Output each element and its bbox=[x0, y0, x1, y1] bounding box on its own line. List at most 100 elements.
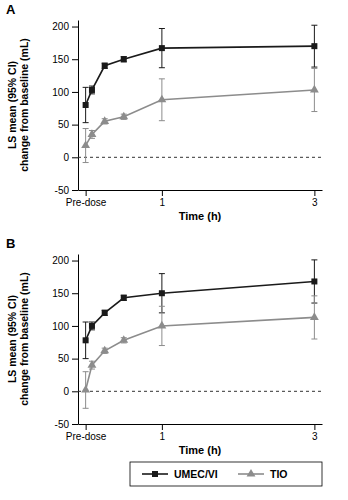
tick-mark bbox=[72, 59, 78, 60]
tick: 200 bbox=[52, 255, 78, 266]
tick-mark bbox=[72, 92, 78, 93]
error-bar bbox=[121, 57, 127, 62]
reference-line bbox=[78, 157, 322, 158]
tick-label: Pre-dose bbox=[66, 197, 107, 208]
error-bar-cap bbox=[159, 28, 165, 29]
series-line bbox=[86, 46, 315, 105]
error-bar-cap bbox=[311, 67, 317, 68]
tick-mark bbox=[162, 190, 163, 196]
error-bar-cap bbox=[83, 128, 89, 129]
error-bar-cap bbox=[159, 78, 165, 79]
point bbox=[81, 385, 90, 393]
tick-mark bbox=[72, 157, 78, 158]
point bbox=[89, 87, 95, 93]
error-bar-cap bbox=[89, 369, 95, 370]
tick-label: -50 bbox=[55, 185, 70, 196]
error-bar bbox=[89, 322, 95, 330]
x-axis: Pre-dose13 bbox=[66, 190, 323, 208]
error-bar-cap bbox=[159, 273, 165, 274]
tick: 100 bbox=[52, 87, 78, 98]
axis-line bbox=[79, 190, 323, 191]
y-axis: -50050100150200 bbox=[52, 21, 78, 196]
point bbox=[81, 140, 90, 148]
tick: 150 bbox=[52, 288, 78, 299]
tick-label: 150 bbox=[52, 54, 69, 65]
tick: Pre-dose bbox=[66, 190, 107, 208]
plot-area bbox=[78, 260, 322, 408]
point bbox=[89, 323, 95, 329]
error-bar-cap bbox=[311, 68, 317, 69]
tick-mark bbox=[72, 293, 78, 294]
tick-label: 200 bbox=[52, 21, 69, 32]
error-bar-cap bbox=[311, 339, 317, 340]
tick-label: 50 bbox=[58, 353, 70, 364]
error-bar-cap bbox=[159, 306, 165, 307]
error-bar bbox=[102, 63, 108, 68]
x-axis-title: Time (h) bbox=[179, 444, 222, 456]
error-bar-cap bbox=[89, 138, 95, 139]
axis-line bbox=[78, 255, 79, 425]
error-bar-cap bbox=[89, 93, 95, 94]
error-bar bbox=[83, 87, 89, 122]
error-bar-cap bbox=[311, 295, 317, 296]
tick-label: 200 bbox=[52, 255, 69, 266]
tick: 3 bbox=[312, 424, 318, 442]
point bbox=[157, 321, 166, 329]
panel: A-50050100150200Pre-dose13Time (h)LS mea… bbox=[6, 2, 323, 222]
error-bar bbox=[311, 25, 317, 67]
error-bar-cap bbox=[83, 358, 89, 359]
point bbox=[119, 112, 128, 120]
error-bar bbox=[89, 86, 95, 94]
point bbox=[157, 95, 166, 103]
error-bar-cap bbox=[159, 345, 165, 346]
legend-marker bbox=[247, 469, 256, 477]
error-bar-cap bbox=[83, 122, 89, 123]
error-bar bbox=[121, 295, 127, 300]
tick-mark bbox=[86, 424, 87, 430]
error-bar-cap bbox=[89, 329, 95, 330]
point bbox=[121, 56, 127, 62]
tick-mark bbox=[72, 424, 78, 425]
tick-label: 0 bbox=[63, 386, 69, 397]
error-bar-cap bbox=[89, 322, 95, 323]
axis-line bbox=[79, 424, 323, 425]
tick-label: 1 bbox=[160, 431, 166, 442]
tick: 1 bbox=[160, 190, 166, 208]
x-axis: Pre-dose 1 3 bbox=[66, 424, 323, 442]
tick-label: 1 bbox=[160, 197, 166, 208]
legend-box bbox=[130, 462, 322, 486]
error-bar-cap bbox=[83, 371, 89, 372]
tick-label: 3 bbox=[312, 431, 318, 442]
point bbox=[83, 337, 89, 343]
tick: 200 bbox=[52, 21, 78, 32]
point bbox=[119, 335, 128, 343]
tick-label: 100 bbox=[52, 321, 69, 332]
y-axis-title: LS mean (95% CI) bbox=[6, 295, 18, 383]
tick: 150 bbox=[52, 54, 78, 65]
error-bar-cap bbox=[311, 25, 317, 26]
tick-mark bbox=[86, 190, 87, 196]
tick: 100 bbox=[52, 321, 78, 332]
legend-marker bbox=[152, 471, 158, 477]
error-bar bbox=[102, 310, 108, 315]
legend: UMEC/VI TIO bbox=[130, 462, 322, 486]
tick: -50 bbox=[55, 185, 78, 196]
error-bar-cap bbox=[83, 322, 89, 323]
y-axis-title: change from baseline (mL) bbox=[18, 38, 30, 172]
legend-entry: TIO bbox=[238, 468, 288, 480]
point bbox=[102, 63, 108, 69]
point bbox=[311, 43, 317, 49]
error-bar-cap bbox=[159, 120, 165, 121]
tick: Pre-dose bbox=[66, 424, 107, 442]
tick: 50 bbox=[58, 353, 78, 364]
series-line bbox=[86, 90, 315, 146]
y-axis-title: change from baseline (mL) bbox=[18, 272, 30, 406]
y-axis-title: LS mean (95% CI) bbox=[6, 61, 18, 149]
point bbox=[159, 290, 165, 296]
tick-mark bbox=[72, 359, 78, 360]
tick: 0 bbox=[63, 386, 78, 397]
tick-label: Pre-dose bbox=[66, 431, 107, 442]
error-bar-cap bbox=[89, 86, 95, 87]
point bbox=[88, 360, 97, 368]
legend-entry: UMEC/VI bbox=[142, 468, 218, 480]
